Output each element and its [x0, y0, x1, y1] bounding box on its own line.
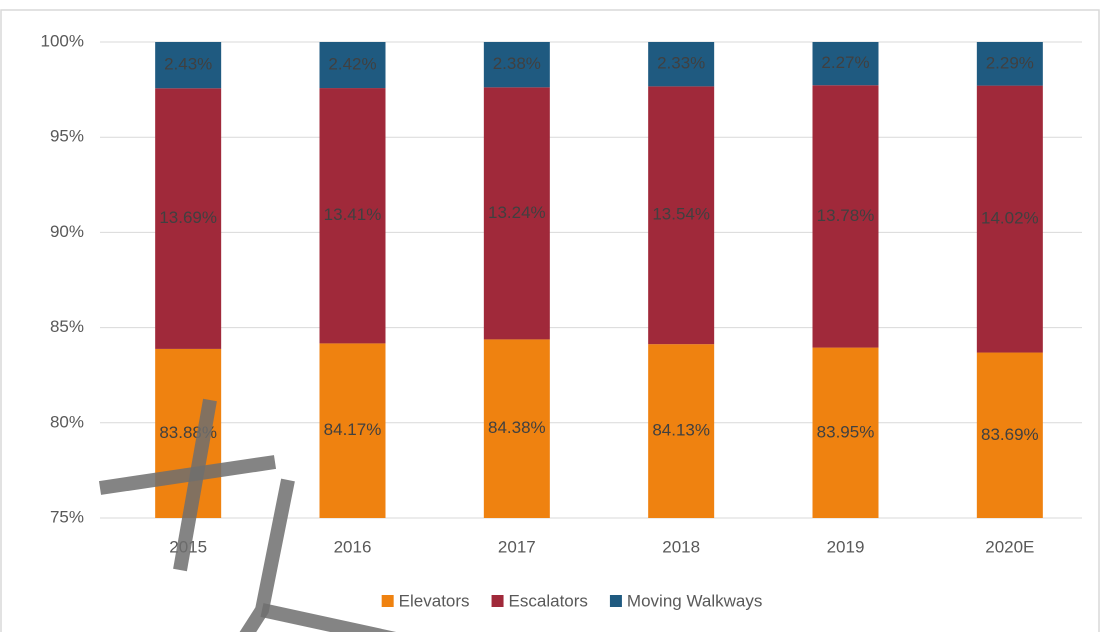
value-label: 13.78% [817, 206, 875, 225]
value-label: 83.69% [981, 425, 1039, 444]
value-label: 13.69% [159, 208, 217, 227]
value-label: 2.38% [493, 54, 541, 73]
page: {"chart_data": {"type": "stacked-bar", "… [0, 0, 1110, 632]
legend-label: Escalators [509, 591, 588, 610]
legend-label: Elevators [399, 591, 470, 610]
legend-swatch [492, 595, 504, 607]
y-tick-label: 75% [50, 507, 84, 526]
legend-item: Escalators [492, 591, 588, 610]
y-tick-label: 90% [50, 222, 84, 241]
y-tick-label: 95% [50, 127, 84, 146]
legend: Elevators Escalators Moving Walkways [382, 591, 763, 610]
y-tick-label: 85% [50, 317, 84, 336]
value-label: 83.95% [817, 422, 875, 441]
watermark-stroke [262, 610, 400, 632]
legend-item: Moving Walkways [610, 591, 762, 610]
y-tick-label: 80% [50, 412, 84, 431]
legend-swatch [610, 595, 622, 607]
y-tick-label: 100% [41, 31, 84, 50]
legend-label: Moving Walkways [627, 591, 762, 610]
value-label: 84.17% [324, 420, 382, 439]
value-label: 13.24% [488, 203, 546, 222]
value-label: 2.42% [328, 55, 376, 74]
value-label: 13.41% [324, 205, 382, 224]
value-label: 2.29% [986, 53, 1034, 72]
value-label: 13.54% [652, 205, 710, 224]
value-label: 14.02% [981, 209, 1039, 228]
x-tick-label: 2017 [498, 537, 536, 556]
value-label: 84.38% [488, 418, 546, 437]
value-label: 84.13% [652, 421, 710, 440]
value-label: 2.33% [657, 54, 705, 73]
legend-swatch [382, 595, 394, 607]
value-label: 2.43% [164, 55, 212, 74]
x-tick-label: 2019 [827, 537, 865, 556]
chart: 75%80%85%90%95%100%201583.88%13.69%2.43%… [0, 0, 1110, 632]
x-tick-label: 2020E [985, 537, 1034, 556]
x-tick-label: 2018 [662, 537, 700, 556]
x-tick-label: 2016 [334, 537, 372, 556]
legend-item: Elevators [382, 591, 470, 610]
value-label: 2.27% [821, 53, 869, 72]
